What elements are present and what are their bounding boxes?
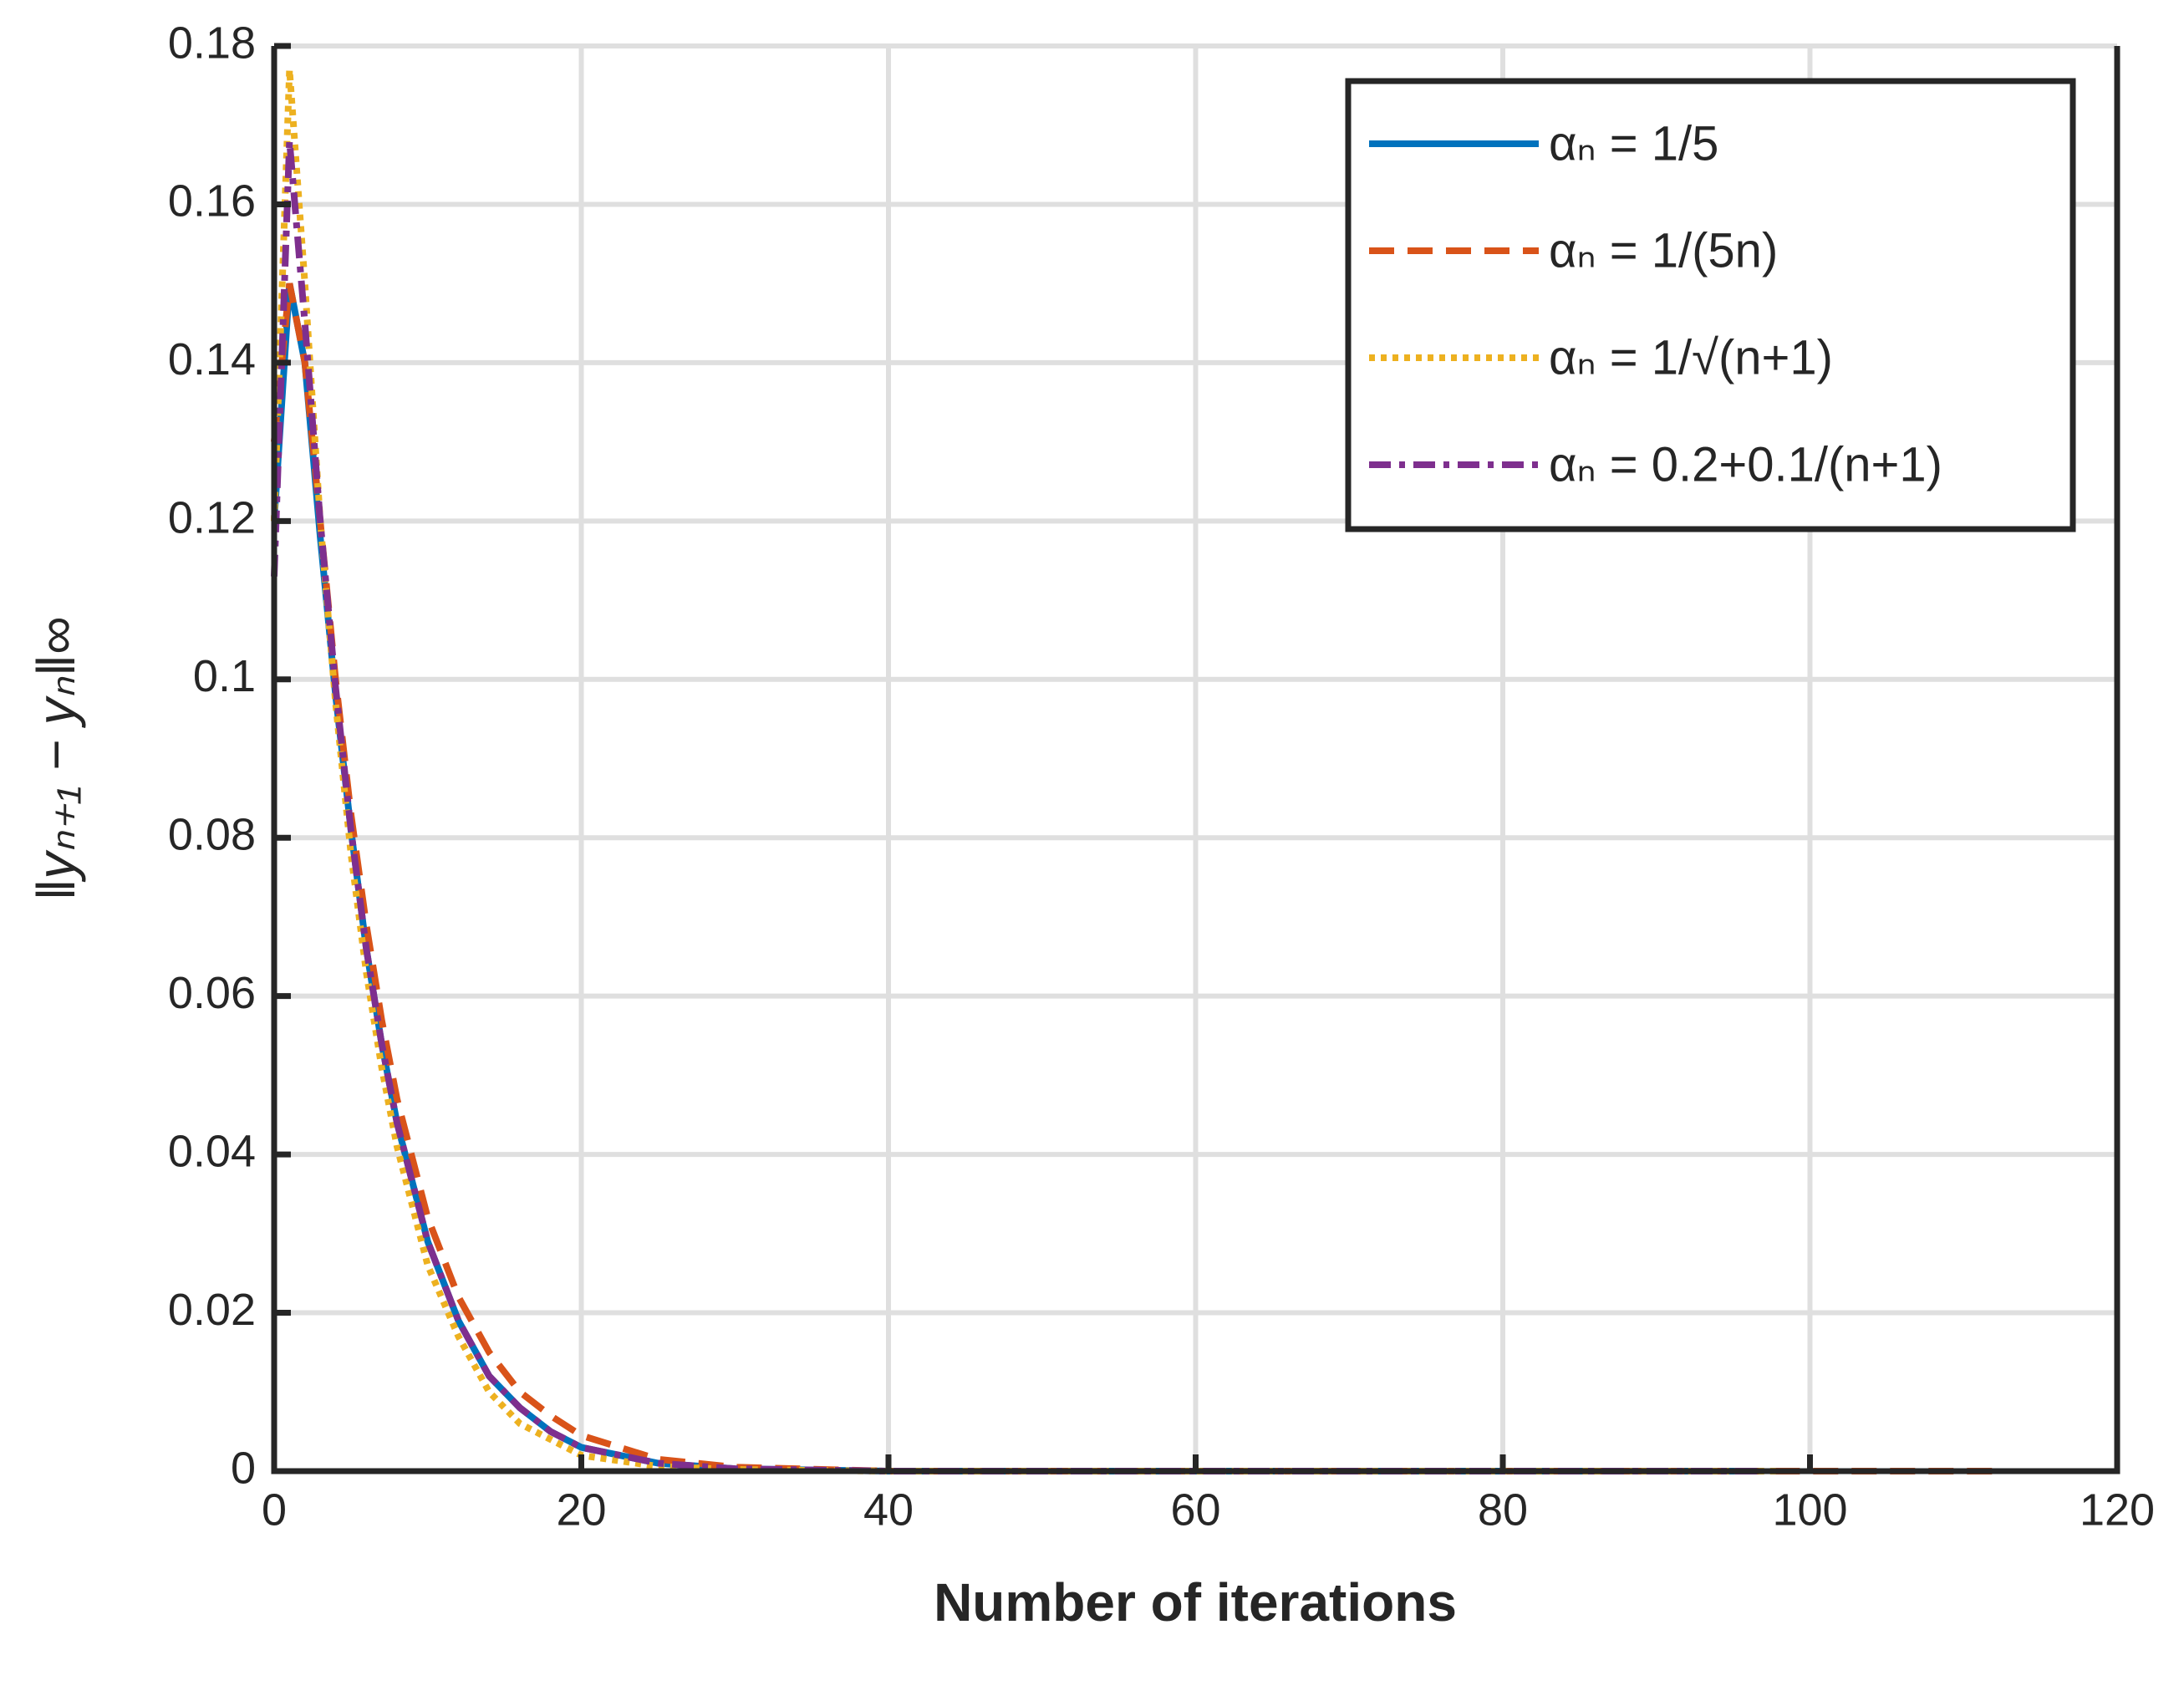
legend-box [1345, 78, 2076, 532]
y-tick-label: 0.16 [168, 176, 256, 227]
x-tick-label: 0 [262, 1485, 287, 1535]
y-axis-label: ‖yₙ₊₁ − yₙ‖∞ [26, 617, 86, 901]
y-tick-label: 0.04 [168, 1126, 256, 1176]
y-tick-label: 0.06 [168, 968, 256, 1018]
y-tick-label: 0.08 [168, 809, 256, 859]
x-tick-label: 120 [2080, 1485, 2155, 1535]
x-tick-label: 100 [1772, 1485, 1847, 1535]
legend-label: αₙ = 1/5 [1549, 116, 1718, 171]
y-tick-label: 0.12 [168, 493, 256, 543]
y-tick-label: 0 [231, 1443, 256, 1493]
y-tick-label: 0.14 [168, 334, 256, 385]
y-tick-label: 0.18 [168, 18, 256, 68]
y-tick-label: 0.1 [193, 651, 256, 701]
y-tick-label: 0.02 [168, 1285, 256, 1335]
legend-label: αₙ = 0.2+0.1/(n+1) [1549, 437, 1942, 491]
x-tick-label: 60 [1170, 1485, 1220, 1535]
legend-label: αₙ = 1/(5n) [1549, 223, 1778, 278]
x-tick-label: 40 [863, 1485, 914, 1535]
legend-label: αₙ = 1/√(n+1) [1549, 330, 1833, 385]
x-tick-label: 80 [1478, 1485, 1528, 1535]
x-axis-label: Number of iterations [934, 1572, 1457, 1632]
x-tick-label: 20 [556, 1485, 606, 1535]
